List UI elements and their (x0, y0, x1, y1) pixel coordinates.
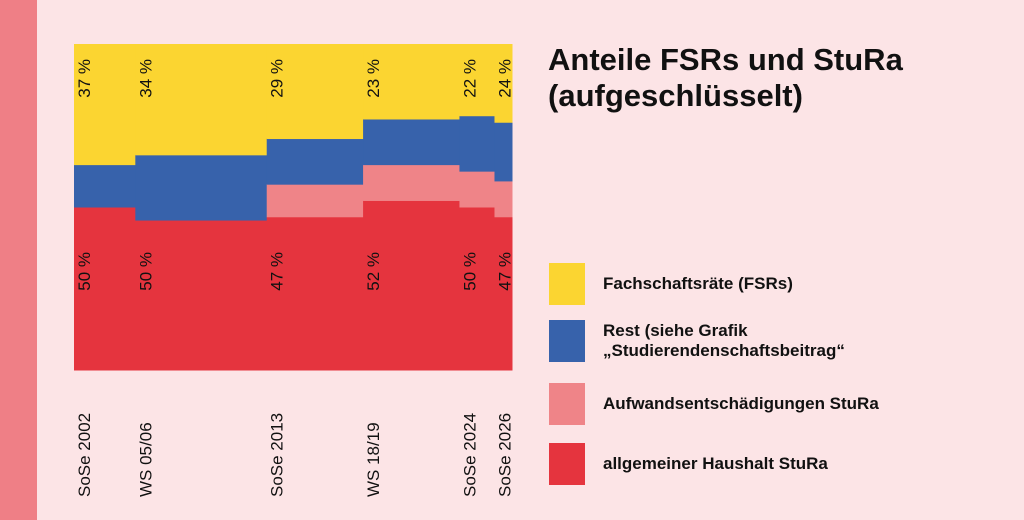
legend-label: allgemeiner Haushalt StuRa (603, 454, 828, 473)
bar-segment-3-1 (135, 44, 268, 156)
bar-segment-1-5 (494, 180, 513, 218)
bar-segment-0-5 (494, 216, 513, 371)
x-tick-label: SoSe 2013 (268, 413, 287, 497)
bar-segment-2-1 (135, 154, 268, 221)
decorative-side-strip (0, 0, 37, 520)
bar-segment-1-3 (363, 164, 460, 201)
chart-title: Anteile FSRs und StuRa (aufgeschlüsselt) (548, 42, 903, 113)
bar-segment-1-2 (266, 184, 364, 218)
top-data-label: 24 % (495, 59, 514, 98)
legend-label: Aufwandsentschädigungen StuRa (603, 394, 879, 413)
bar-segment-3-2 (266, 44, 364, 140)
bottom-data-label: 52 % (364, 252, 383, 291)
bar-segment-0-1 (135, 220, 268, 371)
x-tick-label: SoSe 2026 (495, 413, 514, 497)
bottom-data-label: 50 % (136, 252, 155, 291)
legend-swatch (549, 443, 585, 485)
bottom-data-label: 50 % (75, 252, 94, 291)
x-tick-label: SoSe 2024 (460, 413, 479, 497)
legend-swatch (549, 383, 585, 425)
bottom-data-label: 47 % (268, 252, 287, 291)
bar-segment-0-2 (266, 216, 364, 371)
bar-segment-2-5 (494, 122, 513, 182)
legend-swatch (549, 263, 585, 305)
legend-label: Fachschaftsräte (FSRs) (603, 274, 793, 293)
bottom-data-label: 47 % (495, 252, 514, 291)
bar-segment-2-3 (363, 118, 460, 166)
top-data-label: 23 % (364, 59, 383, 98)
legend-item: Aufwandsentschädigungen StuRa (549, 383, 879, 425)
bar-segment-0-3 (363, 200, 460, 371)
bar-segment-2-4 (459, 115, 495, 172)
x-tick-label: SoSe 2002 (75, 413, 94, 497)
top-data-label: 29 % (268, 59, 287, 98)
bottom-data-label: 50 % (460, 252, 479, 291)
bar-segment-1-4 (459, 171, 495, 208)
x-tick-label: WS 18/19 (364, 422, 383, 497)
bar-segment-2-2 (266, 138, 364, 185)
top-data-label: 37 % (75, 59, 94, 98)
bar-segment-3-0 (74, 44, 136, 166)
bar-segment-0-0 (74, 207, 136, 371)
top-data-label: 34 % (136, 59, 155, 98)
bar-segment-0-4 (459, 207, 495, 371)
legend-item: Rest (siehe Grafik „Studierendenschaftsbe… (549, 320, 903, 362)
bar-segment-3-5 (494, 44, 513, 123)
bar-segment-3-3 (363, 44, 460, 120)
bar-segment-3-4 (459, 44, 495, 117)
legend-label: Rest (siehe Grafik „Studierendenschaftsbe… (603, 321, 845, 360)
x-tick-label: WS 05/06 (136, 422, 155, 497)
top-data-label: 22 % (460, 59, 479, 98)
legend-swatch (549, 320, 585, 362)
legend-item: allgemeiner Haushalt StuRa (549, 443, 828, 485)
stacked-area-chart: 37 % 50 % SoSe 2002 34 % 50 % WS 05/06 29 % 47 … (74, 44, 514, 497)
legend-item: Fachschaftsräte (FSRs) (549, 263, 793, 305)
bar-segment-2-0 (74, 164, 136, 208)
